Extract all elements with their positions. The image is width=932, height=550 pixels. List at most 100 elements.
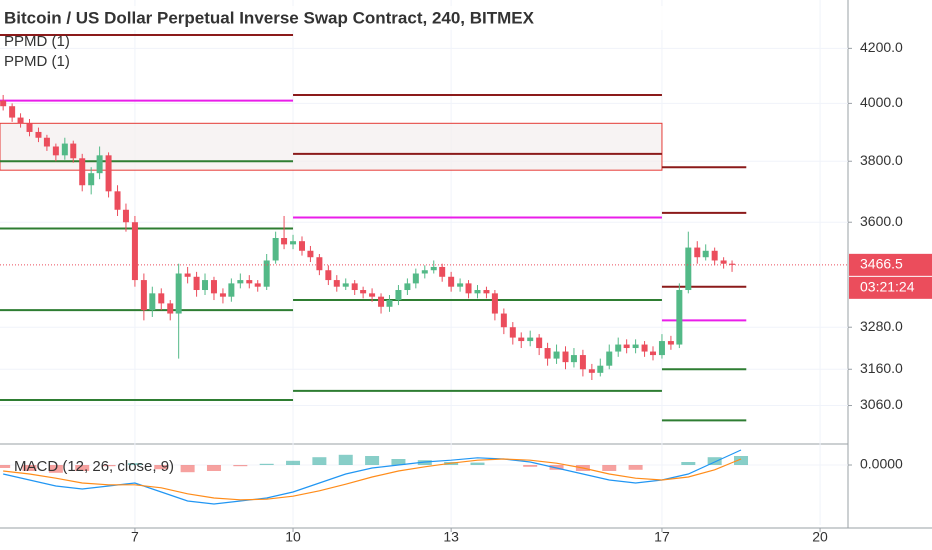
macd-histogram-bar [101,465,116,467]
x-tick-label: 20 [812,529,828,545]
macd-histogram-bar [233,465,248,467]
price-label-bg [849,253,932,276]
candle-body [641,344,648,352]
macd-histogram-bar [154,465,169,470]
candle-body [597,365,604,373]
candle-body [386,300,393,307]
candle-body [114,191,121,210]
x-tick-label: 13 [443,529,459,545]
candle-body [122,209,129,223]
candle-body [290,241,297,245]
plot-layer [0,0,852,532]
candle-body [298,241,305,251]
y-tick-label: 3600.0 [860,213,903,229]
candle-body [26,123,33,132]
y-tick-label: 3060.0 [860,396,903,412]
macd-histogram-bar [470,462,485,465]
candle-body [676,290,683,345]
candle-body [35,131,42,138]
indicator-label: PPMD (1) [4,33,70,50]
candle-body [579,355,586,370]
candle-body [448,276,455,287]
candle-body [351,283,358,291]
candle-body [61,143,68,156]
candle-body [404,283,411,291]
candle-body [158,293,165,304]
title-bg [0,6,740,30]
candle-body [96,155,103,174]
candle-body [711,250,718,261]
candle-body [623,344,630,349]
macd-line [3,449,742,505]
candle-body [342,283,349,287]
price-label: 3466.5 [860,256,903,272]
candle-body [17,117,24,124]
candle-body [228,283,235,297]
candle-body [474,290,481,294]
y-tick-label: 4200.0 [860,39,903,55]
candle-body [615,344,622,352]
candle-body [0,100,7,107]
candle-body [457,283,464,287]
candle-body [219,293,226,297]
candle-body [333,280,340,287]
candle-body [685,247,692,291]
macd-histogram-bar [75,465,90,471]
candle-body [500,313,507,328]
macd-histogram-bar [180,465,195,473]
y-tick-label: 3160.0 [860,360,903,376]
y-tick-label: 3800.0 [860,152,903,168]
candle-body [729,263,736,265]
candle-body [632,344,639,349]
candle-body [570,355,577,363]
macd-histogram-bar [391,459,406,465]
macd-histogram-bar [48,465,63,473]
macd-histogram-bar [365,456,380,465]
x-tick-label: 17 [654,529,670,545]
candle-body [649,351,656,356]
candle-body [43,137,50,147]
candle-body [272,237,279,261]
candle-body [263,260,270,287]
macd-histogram-bar [0,465,11,468]
candle-body [105,155,112,192]
candle-body [9,106,16,118]
candle-body [658,341,665,356]
candle-body [254,283,261,287]
candle-body [79,158,86,186]
candle-body [246,280,253,284]
chart-title: Bitcoin / US Dollar Perpetual Inverse Sw… [4,8,535,27]
candle-body [140,280,147,311]
macd-histogram-bar [734,456,749,465]
macd-histogram-bar [338,454,353,465]
candle-body [483,290,490,294]
candle-body [149,293,156,311]
macd-histogram-bar [22,465,37,471]
candle-body [509,327,516,338]
candle-body [465,283,472,294]
candle-body [720,260,727,264]
candle-body [202,280,209,291]
countdown-bg [849,276,932,299]
candle-body [588,369,595,373]
candle-body [527,337,534,342]
macd-histogram-bar [707,457,722,465]
candle-body [167,303,174,314]
candle-body [667,341,674,345]
macd-histogram-bar [259,463,274,465]
candle-body [694,247,701,258]
candle-body [412,273,419,284]
candle-body [70,143,77,159]
labels: Bitcoin / US Dollar Perpetual Inverse Sw… [0,6,932,545]
candle-body [184,273,191,277]
candle-body [281,237,288,245]
macd-histogram-bar [602,465,617,471]
candle-body [702,250,709,258]
indicator-label: PPMD (1) [4,53,70,70]
candle-body [536,337,543,349]
macd-histogram-bar [286,460,301,465]
candle-body [421,270,428,274]
candle-body [193,276,200,291]
candle-body [553,351,560,359]
